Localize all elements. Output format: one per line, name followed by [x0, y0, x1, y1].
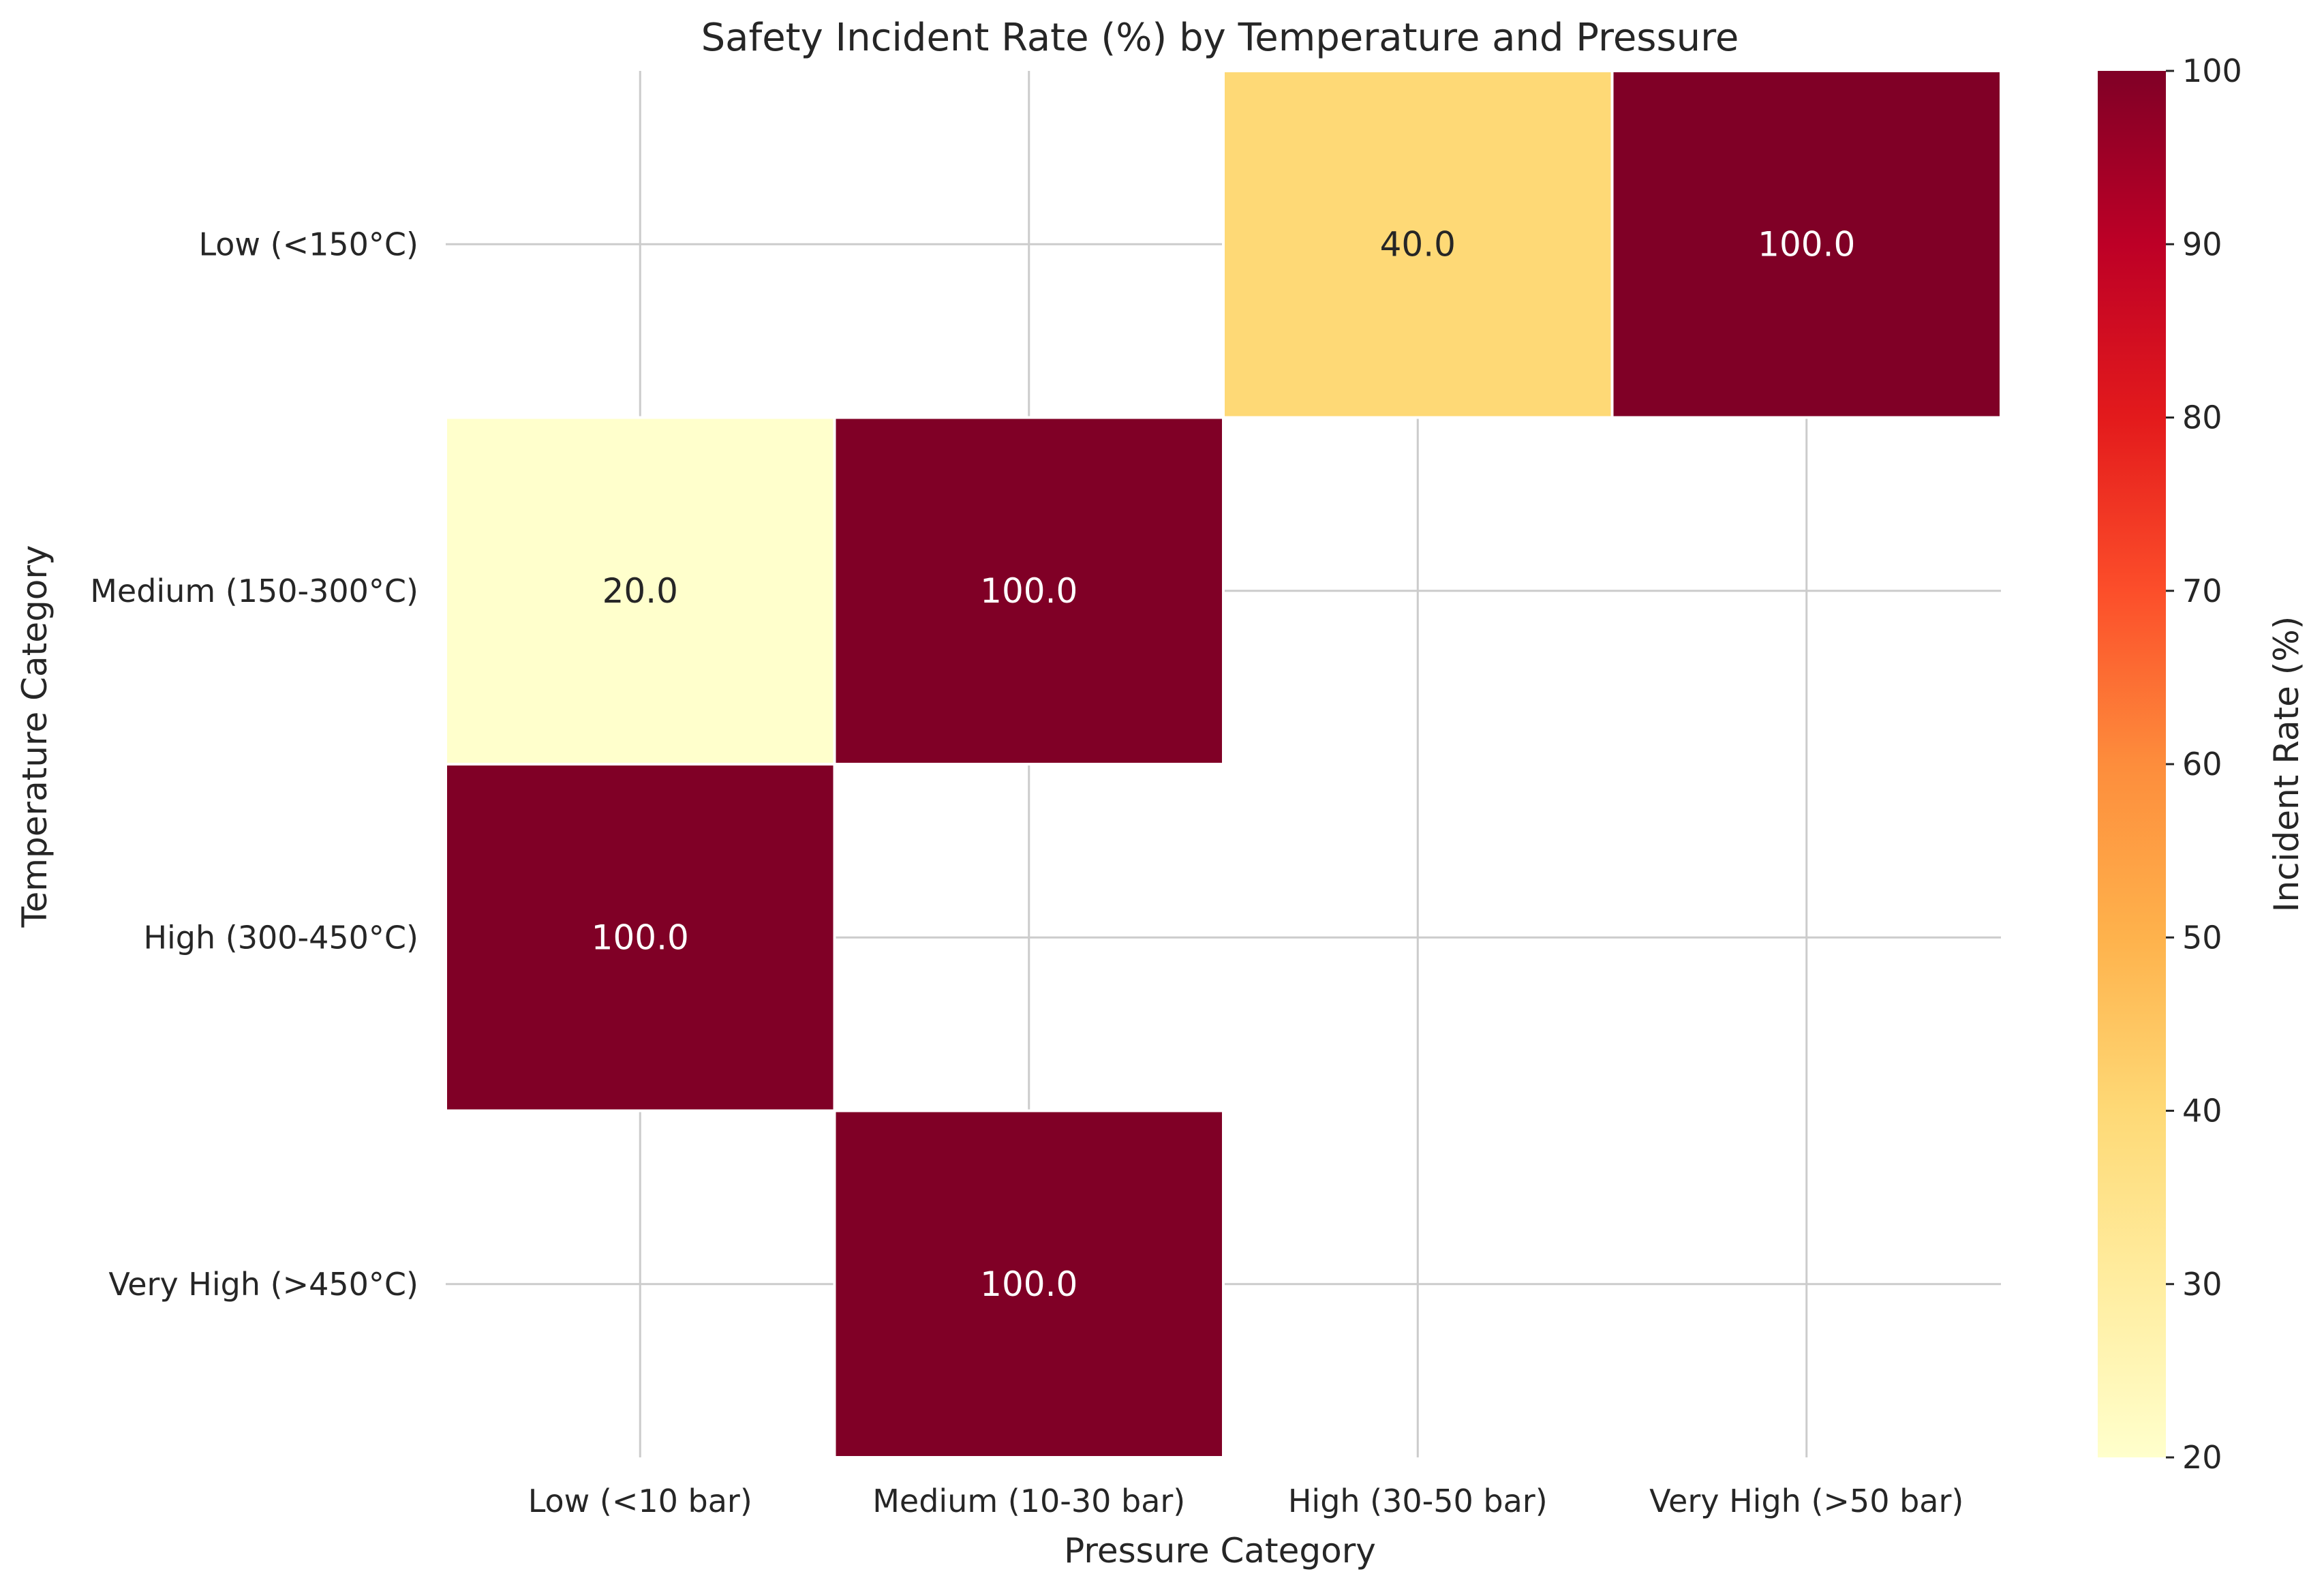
heatmap-cells: [444, 70, 2002, 1459]
heatmap-cell: [1610, 70, 2002, 419]
x-tick-label: Very High (>50 bar): [1649, 1483, 1963, 1519]
colorbar-ticks: 20 30 40 50 60 70 80 90 100: [2166, 52, 2242, 1476]
colorbar-gradient: [2098, 71, 2166, 1457]
y-tick-label: Medium (150-300°C): [90, 573, 418, 609]
x-axis-label: Pressure Category: [1064, 1531, 1376, 1571]
x-tick-label: High (30-50 bar): [1288, 1483, 1548, 1519]
x-tick-label: Medium (10-30 bar): [872, 1483, 1185, 1519]
colorbar-tick-label: 80: [2182, 399, 2222, 436]
colorbar-tick-label: 70: [2182, 573, 2222, 609]
cell-value-label: 100.0: [980, 1264, 1077, 1304]
cell-value-label: 100.0: [980, 571, 1077, 611]
cell-value-label: 40.0: [1380, 224, 1456, 264]
colorbar-tick-label: 20: [2182, 1439, 2222, 1476]
cell-value-label: 100.0: [592, 918, 689, 957]
heatmap-cell: [444, 416, 836, 766]
colorbar-tick-label: 60: [2182, 746, 2222, 783]
cell-value-label: 20.0: [602, 571, 678, 611]
colorbar-tick-label: 50: [2182, 919, 2222, 956]
x-tick-label: Low (<10 bar): [528, 1483, 752, 1519]
y-tick-label: High (300-450°C): [143, 919, 418, 956]
y-axis-ticks: Low (<150°C) Medium (150-300°C) High (300-…: [90, 226, 418, 1303]
cell-value-label: 100.0: [1758, 224, 1855, 264]
y-tick-label: Low (<150°C): [198, 226, 418, 262]
heatmap-cell: [833, 1109, 1225, 1459]
cell-value-labels: 40.0 100.0 20.0 100.0 100.0 100.0: [592, 224, 1856, 1304]
colorbar-tick-label: 90: [2182, 226, 2222, 262]
heatmap-cell: [833, 416, 1225, 766]
chart-title: Safety Incident Rate (%) by Temperature …: [701, 16, 1739, 60]
y-tick-label: Very High (>450°C): [108, 1266, 418, 1303]
x-axis-ticks: Low (<10 bar) Medium (10-30 bar) High (30-…: [528, 1483, 1964, 1519]
colorbar-tick-label: 100: [2182, 52, 2242, 89]
colorbar-tick-label: 40: [2182, 1093, 2222, 1130]
colorbar: 20 30 40 50 60 70 80 90 100 Incident Rate (%): [2098, 52, 2306, 1476]
colorbar-label: Incident Rate (%): [2267, 616, 2306, 913]
y-axis-label: Temperature Category: [15, 545, 55, 928]
heatmap-cell: [444, 763, 836, 1112]
colorbar-tick-label: 30: [2182, 1266, 2222, 1303]
heatmap-cell: [1222, 70, 1614, 419]
